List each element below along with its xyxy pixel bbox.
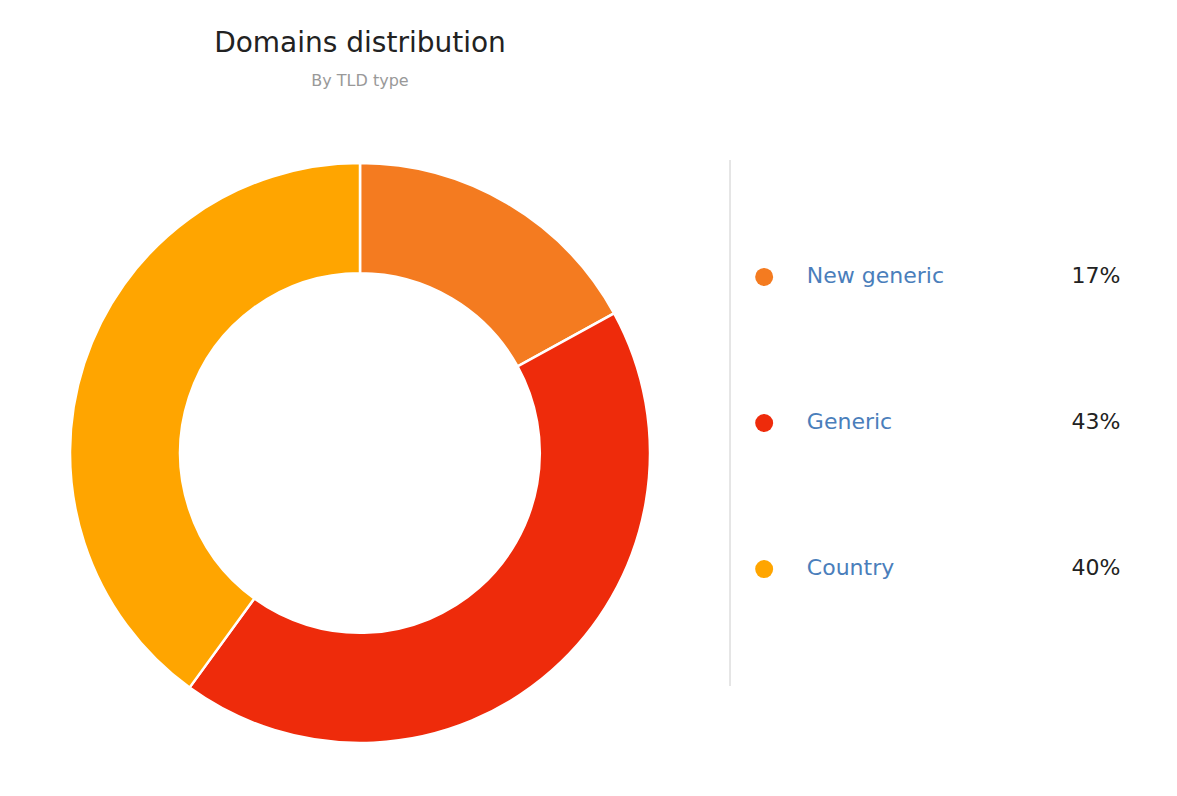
slice: [190, 313, 650, 743]
chart-subtitle: By TLD type: [311, 71, 408, 90]
legend-item: Country 40%: [755, 555, 1120, 580]
legend-swatch: [755, 560, 773, 578]
legend-item: Generic 43%: [755, 409, 1120, 434]
legend-divider: [730, 160, 731, 686]
legend-swatch: [755, 268, 773, 286]
chart-root: Domains distribution By TLD type New gener…: [0, 0, 1177, 796]
legend-item: New generic 17%: [755, 263, 1120, 288]
donut: [70, 163, 650, 743]
legend-label: Generic: [807, 409, 892, 434]
legend: New generic 17% Generic 43% Country 40%: [730, 160, 1121, 686]
chart-title: Domains distribution: [214, 26, 506, 59]
legend-value: 43%: [1072, 409, 1121, 434]
legend-value: 17%: [1072, 263, 1121, 288]
legend-swatch: [755, 414, 773, 432]
legend-value: 40%: [1072, 555, 1121, 580]
legend-label: New generic: [807, 263, 944, 288]
legend-label: Country: [807, 555, 894, 580]
slice: [70, 163, 360, 688]
